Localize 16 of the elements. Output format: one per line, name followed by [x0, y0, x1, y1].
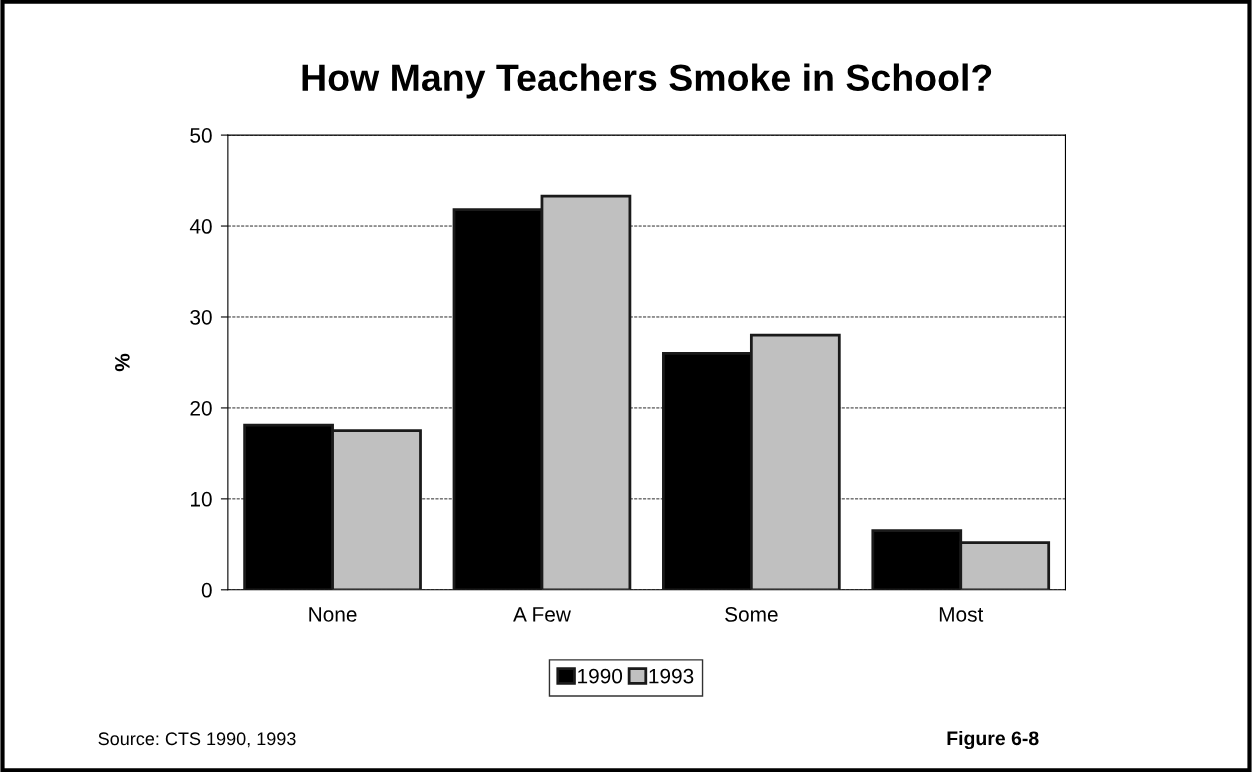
x-tick-label: Some [725, 607, 778, 622]
y-tick-label: 30 [190, 309, 212, 325]
y-tick-label: 40 [189, 219, 212, 234]
legend-label: 1990 [578, 668, 623, 684]
x-tick-label: A Few [513, 607, 571, 622]
x-tick-label: None [309, 607, 357, 622]
caption: Figure 6-8 [947, 730, 1039, 750]
y-tick-label: 50 [190, 128, 212, 143]
legend-label: 1993 [649, 668, 694, 684]
x-tick-label: Most [939, 607, 984, 622]
y-tick-label: 20 [190, 400, 212, 416]
y-axis-title: % [115, 353, 130, 372]
y-tick-label: 10 [191, 491, 212, 507]
y-tick-label: 0 [201, 582, 212, 598]
chart-title: How Many Teachers Smoke in School? [302, 63, 992, 99]
source-note: Source: CTS 1990, 1993 [98, 732, 296, 748]
